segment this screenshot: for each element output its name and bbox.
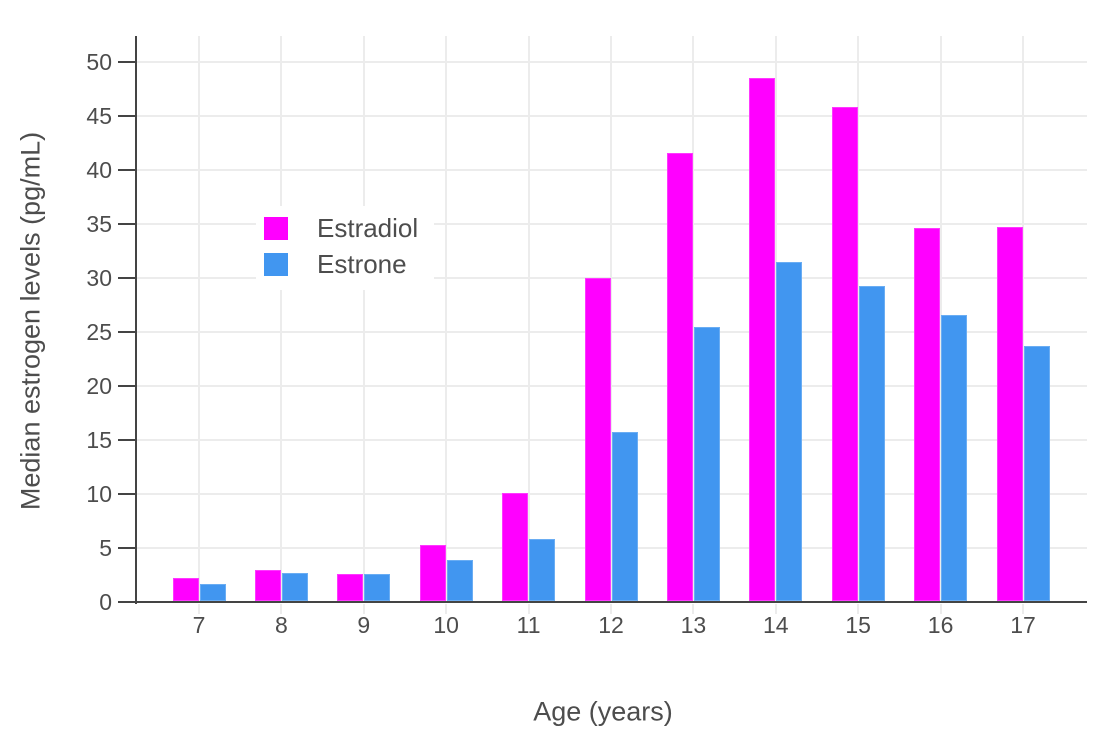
bar-estrone-age-14 <box>776 261 803 601</box>
bar-estradiol-age-10 <box>419 544 446 601</box>
gridline-y-45 <box>137 115 1087 117</box>
x-tick-14 <box>774 603 777 614</box>
legend: Estradiol Estrone <box>256 206 434 290</box>
gridline-x-16 <box>939 36 942 602</box>
estrone-legend-label: Estrone <box>317 249 407 279</box>
gridline-y-20 <box>137 385 1087 387</box>
x-tick-label-14: 14 <box>763 612 789 638</box>
gridline-x-14 <box>774 36 777 602</box>
x-tick-label-10: 10 <box>433 612 459 638</box>
gridline-y-40 <box>137 169 1087 171</box>
y-tick-label-15: 15 <box>86 427 112 453</box>
gridline-x-8 <box>280 36 283 602</box>
gridline-x-9 <box>362 36 365 602</box>
bar-estrone-age-16 <box>941 314 968 601</box>
gridline-x-17 <box>1022 36 1024 602</box>
x-tick-label-13: 13 <box>680 612 707 638</box>
gridline-x-7 <box>198 36 200 602</box>
estradiol-legend-label: Estradiol <box>317 213 419 243</box>
y-tick-label-10: 10 <box>86 481 112 507</box>
x-tick-label-7: 7 <box>192 612 206 638</box>
bar-estradiol-age-16 <box>914 228 941 601</box>
bar-estrone-age-11 <box>529 539 556 601</box>
y-axis-title: Median estrogen levels (pg/mL) <box>15 131 46 511</box>
x-axis-title: Age (years) <box>533 696 673 727</box>
bar-estrone-age-13 <box>693 326 720 601</box>
estrone-legend-swatch <box>264 253 288 276</box>
estradiol-legend-swatch <box>264 217 288 240</box>
y-tick-label-45: 45 <box>86 103 112 129</box>
x-tick-label-15: 15 <box>845 612 871 638</box>
bar-estradiol-age-15 <box>831 107 858 601</box>
gridline-x-10 <box>445 36 448 602</box>
y-tick-15 <box>118 438 135 442</box>
y-tick-label-25: 25 <box>86 319 112 345</box>
bar-estrone-age-15 <box>858 285 885 601</box>
x-tick-10 <box>445 603 448 614</box>
y-tick-30 <box>118 276 135 280</box>
x-tick-7 <box>198 603 200 614</box>
y-tick-5 <box>118 546 135 550</box>
y-tick-label-50: 50 <box>86 49 112 75</box>
bar-estrone-age-17 <box>1023 346 1050 601</box>
bar-estradiol-age-14 <box>749 78 776 601</box>
y-axis-line <box>134 36 138 605</box>
legend-item-estradiol: Estradiol <box>264 213 434 243</box>
y-tick-label-35: 35 <box>86 211 112 237</box>
x-tick-8 <box>280 603 283 614</box>
y-tick-50 <box>118 60 135 64</box>
gridline-x-12 <box>610 36 612 602</box>
x-tick-label-16: 16 <box>927 612 954 638</box>
bar-estrone-age-12 <box>611 432 638 601</box>
gridline-y-25 <box>137 331 1087 333</box>
gridline-x-13 <box>692 36 695 602</box>
bar-estrone-age-9 <box>364 573 391 601</box>
bar-estrone-age-10 <box>446 559 473 601</box>
x-tick-label-17: 17 <box>1010 612 1036 638</box>
gridline-y-30 <box>137 277 1087 279</box>
bar-estradiol-age-9 <box>337 573 364 601</box>
bar-estradiol-age-17 <box>996 227 1023 601</box>
x-tick-label-8: 8 <box>274 612 288 638</box>
x-tick-9 <box>362 603 365 614</box>
gridline-x-15 <box>857 36 860 602</box>
bar-estrone-age-7 <box>199 583 226 601</box>
x-tick-16 <box>939 603 942 614</box>
y-tick-10 <box>118 492 135 496</box>
y-tick-40 <box>118 168 135 172</box>
x-tick-12 <box>610 603 612 614</box>
y-tick-label-20: 20 <box>86 373 112 399</box>
y-tick-label-40: 40 <box>86 157 112 183</box>
bar-estrone-age-8 <box>281 572 308 601</box>
y-tick-25 <box>118 330 135 334</box>
y-tick-label-30: 30 <box>86 265 112 291</box>
bar-estradiol-age-7 <box>172 578 199 601</box>
x-tick-11 <box>527 603 530 614</box>
x-tick-13 <box>692 603 695 614</box>
gridline-x-11 <box>527 36 530 602</box>
y-tick-label-5: 5 <box>99 535 112 561</box>
bar-estradiol-age-12 <box>584 278 611 601</box>
x-tick-label-12: 12 <box>598 612 624 638</box>
x-tick-label-9: 9 <box>357 612 371 638</box>
bar-estradiol-age-11 <box>502 492 529 601</box>
legend-item-estrone: Estrone <box>264 249 434 279</box>
y-tick-20 <box>118 384 135 388</box>
x-tick-17 <box>1022 603 1024 614</box>
x-tick-15 <box>857 603 860 614</box>
x-tick-label-11: 11 <box>516 612 541 638</box>
y-tick-45 <box>118 114 135 118</box>
bar-estradiol-age-8 <box>254 569 281 601</box>
y-tick-35 <box>118 222 135 226</box>
gridline-y-35 <box>137 223 1087 225</box>
bar-estradiol-age-13 <box>666 152 693 601</box>
y-tick-label-0: 0 <box>99 589 112 615</box>
gridline-y-50 <box>137 61 1087 63</box>
x-axis-line <box>118 600 1087 604</box>
